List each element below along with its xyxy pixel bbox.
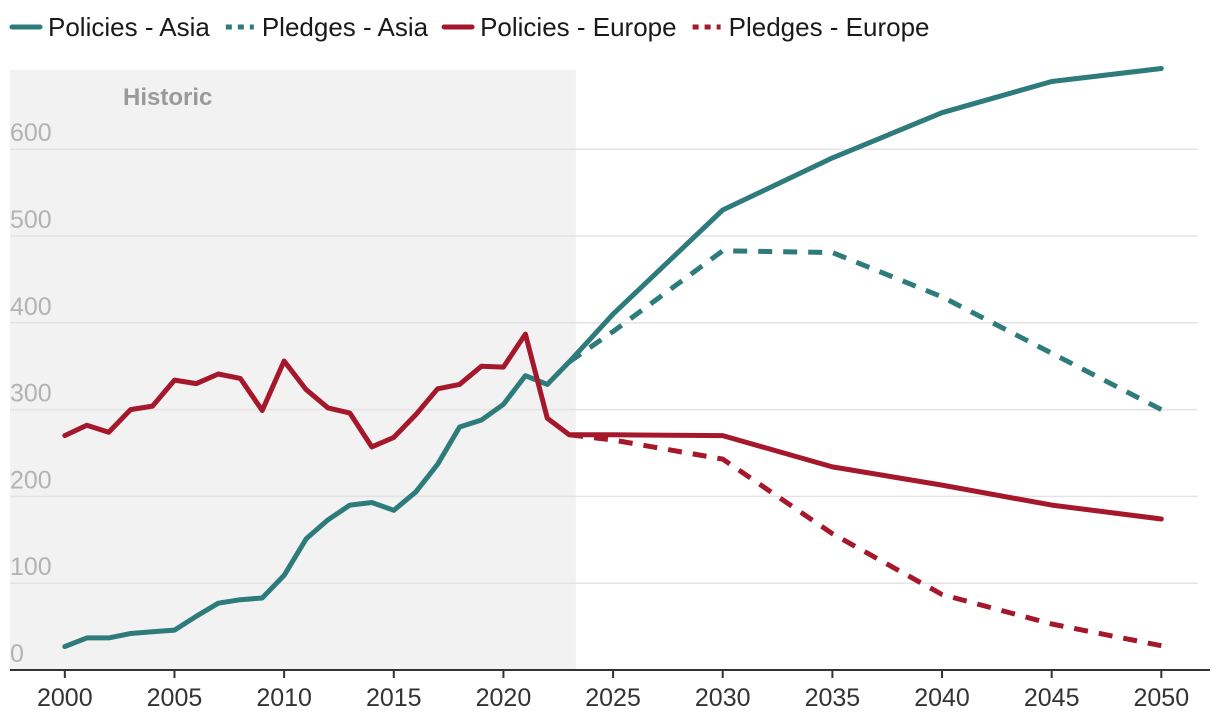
- y-axis-tick-labels: 0 100 200 300 400 500 600: [10, 119, 52, 668]
- x-tick-label-2045: 2045: [1024, 684, 1080, 712]
- x-tick-label-2020: 2020: [476, 684, 532, 712]
- x-tick-label-2010: 2010: [256, 684, 312, 712]
- x-tick-label-2040: 2040: [914, 684, 970, 712]
- x-tick-label-2015: 2015: [366, 684, 422, 712]
- legend: Policies - Asia Pledges - Asia Policies - …: [9, 12, 930, 42]
- x-tick-label-2035: 2035: [805, 684, 861, 712]
- y-tick-label-400: 400: [10, 293, 52, 321]
- series-line-policies-europe: [62, 331, 1164, 522]
- y-tick-label-500: 500: [10, 206, 52, 234]
- y-tick-label-600: 600: [10, 119, 52, 147]
- y-tick-label-200: 200: [10, 466, 52, 494]
- x-tick-label-2050: 2050: [1134, 684, 1190, 712]
- legend-label-policies-europe: Policies - Europe: [480, 12, 677, 42]
- series-line-pledges-europe: [568, 432, 1162, 649]
- x-tick-label-2005: 2005: [147, 684, 203, 712]
- y-tick-label-300: 300: [10, 380, 52, 408]
- x-axis: 2000 2005 2010 2015 2020 2025 2030 2035 2040 2045…: [10, 669, 1210, 712]
- y-tick-label-0: 0: [10, 640, 24, 668]
- series-line-policies-asia: [62, 66, 1164, 650]
- historic-region-label: Historic: [123, 84, 212, 111]
- series-lines: [62, 66, 1164, 650]
- x-tick-label-2030: 2030: [695, 684, 751, 712]
- legend-label-pledges-europe: Pledges - Europe: [729, 12, 930, 42]
- y-tick-label-100: 100: [10, 553, 52, 581]
- legend-label-pledges-asia: Pledges - Asia: [262, 12, 429, 42]
- legend-label-policies-asia: Policies - Asia: [48, 12, 210, 42]
- series-line-pledges-asia: [567, 248, 1163, 412]
- x-tick-label-2000: 2000: [37, 684, 93, 712]
- x-tick-label-2025: 2025: [585, 684, 641, 712]
